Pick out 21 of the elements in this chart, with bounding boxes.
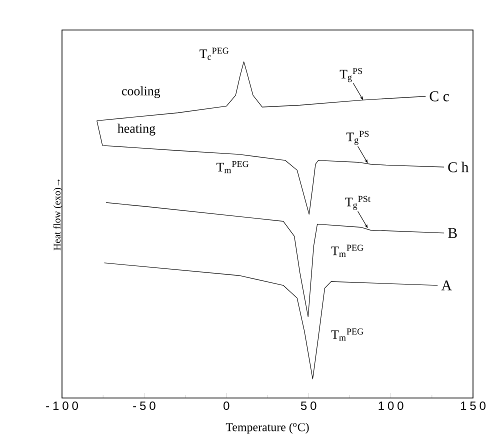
annotation: T$_{g}$PS <box>346 130 369 145</box>
y-axis-title: Heat flow (exo)→ <box>53 180 62 250</box>
x-tick-label: 5 0 <box>300 402 316 410</box>
annotation: T$_{m}$PEG <box>331 328 364 341</box>
x-axis-title: Temperature ($^{o}$C) <box>226 422 309 434</box>
x-tick-label: - 1 0 0 <box>46 402 78 410</box>
series-label: C c <box>430 91 450 102</box>
x-tick-label: 1 5 0 <box>460 402 486 410</box>
x-tick-label: 0 <box>224 402 230 410</box>
series-label: A <box>441 280 452 290</box>
series-label: B <box>448 228 457 238</box>
annotation: T$_{m}$PEG <box>331 244 364 257</box>
annotation: T$_{m}$PEG <box>216 160 249 174</box>
series-label: C h <box>448 162 469 172</box>
annotation: T$_{g}$PS <box>340 68 362 82</box>
text: T$_{c}$PEG <box>200 48 229 60</box>
x-tick-label: 1 0 0 <box>378 402 404 410</box>
annotation: T$_{g}$PSt <box>345 196 370 210</box>
annotation: cooling <box>122 86 160 98</box>
x-tick-label: - 5 0 <box>133 402 156 410</box>
annotation: heating <box>118 124 156 136</box>
